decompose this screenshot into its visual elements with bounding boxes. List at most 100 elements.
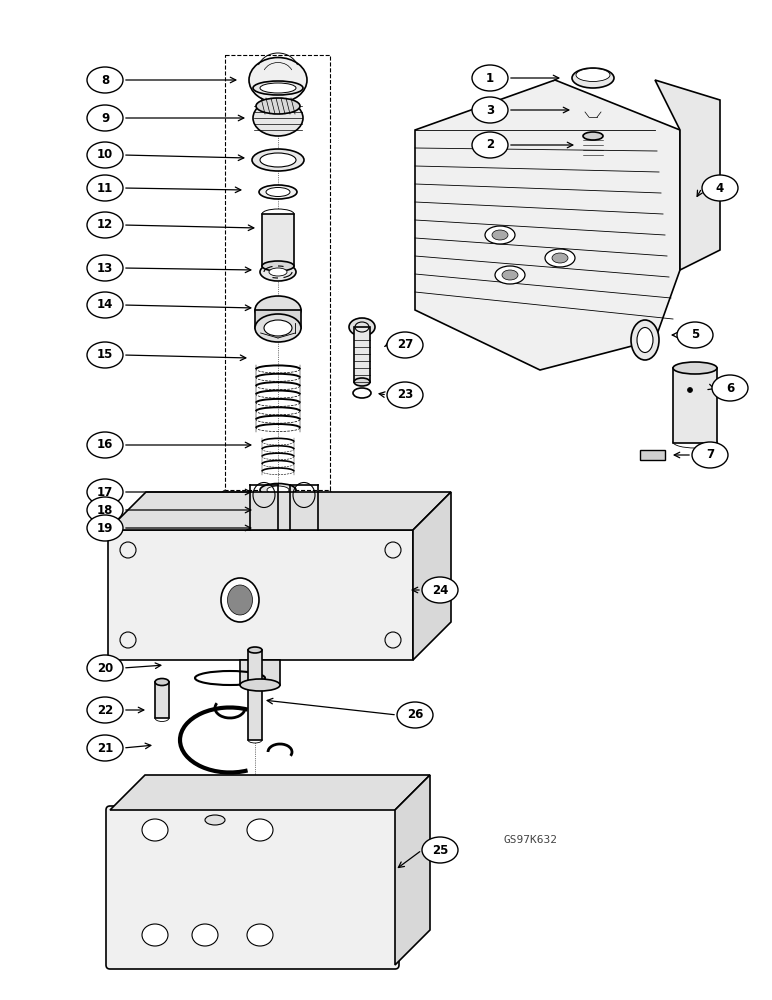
- Ellipse shape: [260, 484, 296, 496]
- Text: 13: 13: [96, 261, 113, 274]
- Ellipse shape: [255, 314, 301, 342]
- Ellipse shape: [260, 518, 296, 530]
- Ellipse shape: [259, 185, 297, 199]
- Ellipse shape: [87, 697, 123, 723]
- Ellipse shape: [267, 503, 289, 511]
- Text: 18: 18: [96, 504, 113, 516]
- Ellipse shape: [87, 255, 123, 281]
- Polygon shape: [413, 492, 451, 660]
- Ellipse shape: [192, 924, 218, 946]
- Ellipse shape: [87, 342, 123, 368]
- Text: 17: 17: [96, 486, 113, 498]
- Ellipse shape: [472, 132, 508, 158]
- Ellipse shape: [260, 263, 296, 281]
- Ellipse shape: [253, 81, 303, 95]
- Ellipse shape: [248, 647, 262, 653]
- Ellipse shape: [397, 702, 433, 728]
- Text: 25: 25: [432, 844, 449, 856]
- Ellipse shape: [87, 212, 123, 238]
- Ellipse shape: [260, 500, 296, 514]
- Ellipse shape: [87, 735, 123, 761]
- Ellipse shape: [262, 209, 294, 219]
- Ellipse shape: [87, 497, 123, 523]
- Text: 6: 6: [726, 381, 734, 394]
- Ellipse shape: [422, 577, 458, 603]
- Text: 20: 20: [96, 662, 113, 674]
- Ellipse shape: [552, 253, 568, 263]
- Bar: [155, 682, 169, 718]
- Text: 1: 1: [486, 72, 494, 85]
- Ellipse shape: [262, 261, 294, 271]
- Ellipse shape: [472, 65, 508, 91]
- Text: 15: 15: [96, 349, 113, 361]
- Ellipse shape: [87, 432, 123, 458]
- Bar: [225, 55, 330, 490]
- Ellipse shape: [264, 320, 292, 336]
- Bar: [248, 650, 262, 740]
- Polygon shape: [110, 775, 430, 810]
- Ellipse shape: [267, 486, 289, 494]
- Polygon shape: [655, 80, 720, 270]
- Text: 2: 2: [486, 138, 494, 151]
- Text: 19: 19: [96, 522, 113, 534]
- Ellipse shape: [576, 68, 610, 82]
- Bar: [255, 310, 301, 328]
- Text: 4: 4: [716, 182, 724, 194]
- Ellipse shape: [142, 924, 168, 946]
- Ellipse shape: [155, 678, 169, 686]
- Text: 5: 5: [691, 328, 699, 342]
- Polygon shape: [415, 80, 680, 370]
- Ellipse shape: [252, 149, 304, 171]
- Bar: [673, 368, 717, 443]
- Ellipse shape: [677, 322, 713, 348]
- Ellipse shape: [255, 296, 301, 324]
- Ellipse shape: [87, 655, 123, 681]
- Ellipse shape: [87, 105, 123, 131]
- Ellipse shape: [485, 226, 515, 244]
- Ellipse shape: [688, 387, 692, 392]
- Ellipse shape: [387, 332, 423, 358]
- Text: 27: 27: [397, 338, 413, 352]
- Ellipse shape: [582, 104, 604, 120]
- Bar: [240, 660, 280, 685]
- Ellipse shape: [87, 292, 123, 318]
- Text: 8: 8: [101, 74, 109, 87]
- Ellipse shape: [692, 442, 728, 468]
- Ellipse shape: [260, 83, 296, 93]
- Ellipse shape: [387, 382, 423, 408]
- Polygon shape: [395, 775, 430, 965]
- Ellipse shape: [87, 479, 123, 505]
- Text: 10: 10: [96, 148, 113, 161]
- Text: 14: 14: [96, 298, 113, 312]
- Ellipse shape: [142, 819, 168, 841]
- Ellipse shape: [673, 436, 717, 448]
- Text: 23: 23: [397, 388, 413, 401]
- Ellipse shape: [502, 270, 518, 280]
- Ellipse shape: [637, 328, 653, 353]
- Ellipse shape: [205, 815, 225, 825]
- Ellipse shape: [253, 100, 303, 136]
- Ellipse shape: [673, 362, 717, 374]
- Ellipse shape: [228, 585, 252, 615]
- Ellipse shape: [472, 97, 508, 123]
- Ellipse shape: [267, 520, 289, 528]
- Ellipse shape: [349, 318, 375, 336]
- Ellipse shape: [87, 175, 123, 201]
- Ellipse shape: [247, 924, 273, 946]
- Ellipse shape: [155, 714, 169, 722]
- Ellipse shape: [572, 68, 614, 88]
- Text: 11: 11: [96, 182, 113, 194]
- Ellipse shape: [353, 388, 371, 398]
- Polygon shape: [108, 492, 451, 530]
- Ellipse shape: [248, 737, 262, 743]
- Ellipse shape: [354, 378, 370, 386]
- Ellipse shape: [249, 57, 307, 103]
- Text: 7: 7: [706, 448, 714, 462]
- Ellipse shape: [545, 249, 575, 267]
- Ellipse shape: [221, 578, 259, 622]
- Text: 16: 16: [96, 438, 113, 452]
- Bar: [640, 450, 665, 460]
- Ellipse shape: [240, 679, 280, 691]
- Text: 22: 22: [96, 704, 113, 716]
- Text: 26: 26: [407, 708, 423, 722]
